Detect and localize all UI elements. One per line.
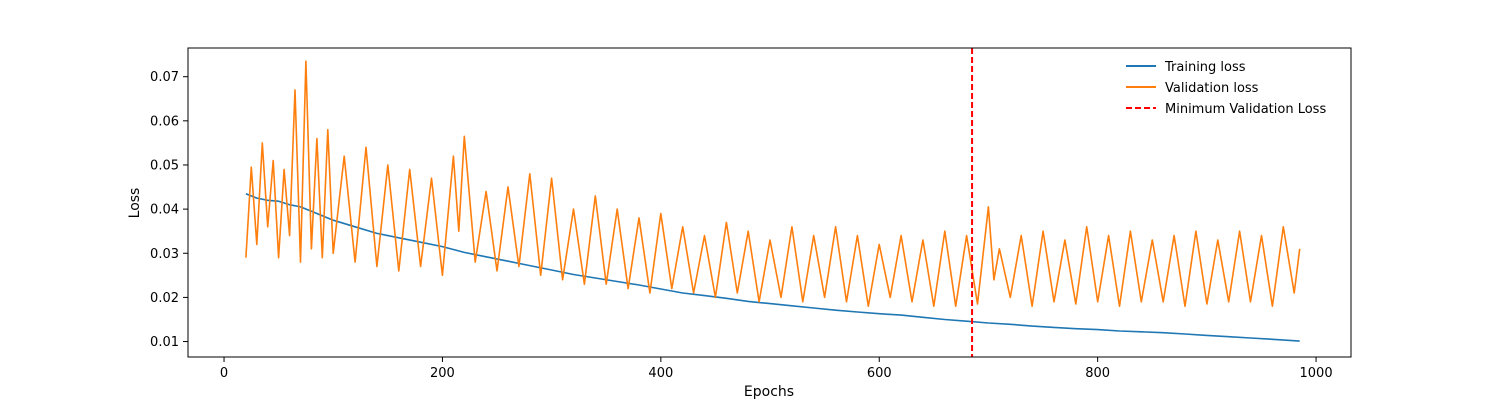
x-tick-label: 800 [1085, 366, 1110, 381]
x-tick-label: 400 [648, 366, 673, 381]
y-tick-label: 0.07 [150, 70, 179, 85]
x-axis: 0 200 400 600 800 1000 [220, 357, 1333, 381]
x-tick-label: 1000 [1300, 366, 1333, 381]
x-tick-label: 600 [867, 366, 892, 381]
legend: Training loss Validation loss Minimum Vali… [1126, 60, 1326, 117]
legend-label: Minimum Validation Loss [1165, 102, 1326, 117]
y-tick-label: 0.02 [150, 291, 179, 306]
plot-content [245, 48, 1301, 357]
legend-label: Training loss [1164, 60, 1246, 75]
y-tick-label: 0.05 [150, 158, 179, 173]
plot-area [188, 48, 1351, 357]
x-tick-label: 0 [220, 366, 228, 381]
y-axis: 0.01 0.02 0.03 0.04 0.05 0.06 0.07 [150, 70, 188, 350]
x-tick-label: 200 [430, 366, 455, 381]
y-tick-label: 0.01 [150, 335, 179, 350]
y-tick-label: 0.03 [150, 247, 179, 262]
y-axis-label: Loss [127, 188, 143, 219]
validation-loss-line [245, 60, 1301, 308]
legend-label: Validation loss [1165, 81, 1259, 96]
y-tick-label: 0.06 [150, 114, 179, 129]
axes-frame [187, 47, 1352, 358]
training-loss-line [245, 192, 1300, 342]
x-axis-label: Epochs [744, 384, 794, 400]
y-tick-label: 0.04 [150, 203, 179, 218]
